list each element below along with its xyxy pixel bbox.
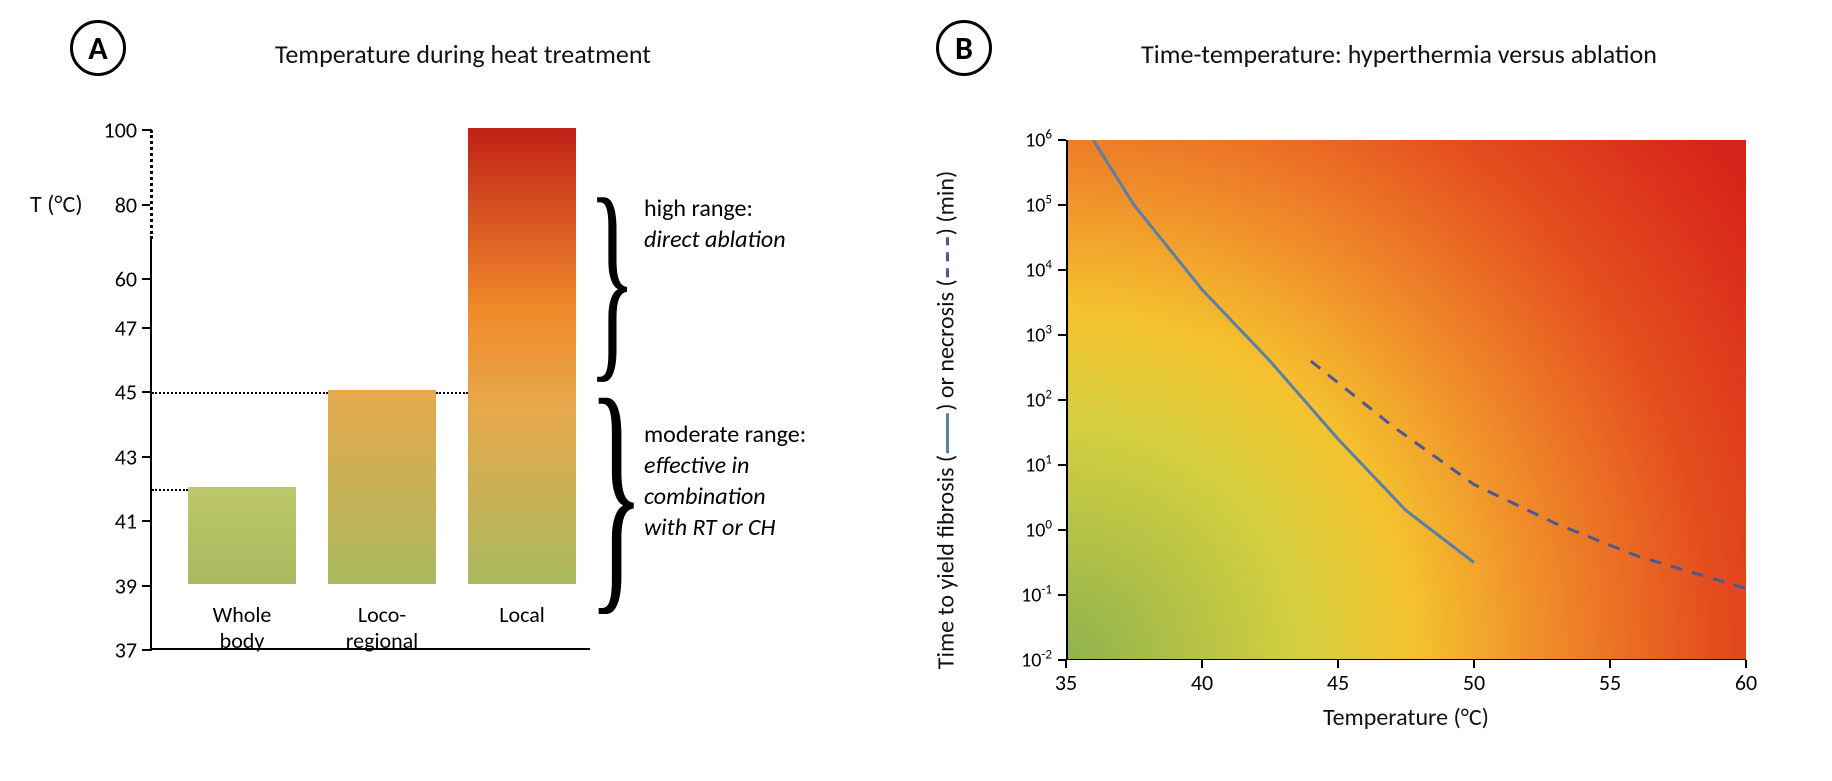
panel-a-chart: 3739414345476080100Whole bodyLoco- regio… xyxy=(150,130,590,650)
panel-b-body: Time to yield fibrosis () or necrosis ()… xyxy=(936,110,1802,730)
panel-a-ylabel: T (°C) xyxy=(30,190,83,219)
panel-a-ytick-label: 47 xyxy=(97,314,137,341)
panel-b-ytick xyxy=(1058,204,1066,206)
panel-a-title: Temperature during heat treatment xyxy=(30,38,896,70)
panel-b-xtick-label: 40 xyxy=(1191,669,1213,696)
panel-a-guideline xyxy=(436,392,468,394)
panel-b-xtick xyxy=(1745,660,1747,668)
panel-b-ytick-label: 100 xyxy=(996,518,1052,543)
panel-a-ytick-label: 60 xyxy=(97,266,137,293)
ylabelB-text: ) or necrosis ( xyxy=(932,279,961,410)
panel-a-bar-label: Whole body xyxy=(213,602,272,655)
panel-b-ytick-label: 102 xyxy=(996,388,1052,413)
panel-a-ytick xyxy=(142,649,152,651)
panel-a-ytick xyxy=(142,585,152,587)
annotation-high-sub: direct ablation xyxy=(644,224,786,255)
panel-a-guideline xyxy=(152,489,188,491)
panel-b-xtick-label: 35 xyxy=(1055,669,1077,696)
brace-moderate-icon: } xyxy=(588,361,644,622)
panel-b-ytick-label: 10-2 xyxy=(996,648,1052,673)
panel-a-guideline xyxy=(152,392,328,394)
panel-b-ytick xyxy=(1058,529,1066,531)
panel-a: A Temperature during heat treatment T (°… xyxy=(30,20,896,761)
panel-b-xtick xyxy=(1337,660,1339,668)
panel-b-chart: Temperature (°C) 10-210-1100101102103104… xyxy=(1066,140,1746,660)
panel-a-bar: Local xyxy=(468,128,576,584)
panel-b-ytick xyxy=(1058,399,1066,401)
panel-b-ytick xyxy=(1058,334,1066,336)
panel-a-ytick-label: 37 xyxy=(97,637,137,664)
panel-b-ytick-label: 105 xyxy=(996,193,1052,218)
panel-b-xtick xyxy=(1201,660,1203,668)
panel-a-ytick xyxy=(142,456,152,458)
panel-b-xtick xyxy=(1473,660,1475,668)
panel-a-ytick xyxy=(142,391,152,393)
panel-b-ytick-label: 101 xyxy=(996,453,1052,478)
panel-b-heatmap xyxy=(1066,140,1746,660)
panel-b-badge: B xyxy=(936,20,992,76)
panel-b-ylabel: Time to yield fibrosis ( ) or necrosis ()… xyxy=(932,171,961,669)
panel-b-ytick-label: 106 xyxy=(996,128,1052,153)
panel-b-xtick-label: 50 xyxy=(1463,669,1485,696)
panel-b-xtick-label: 60 xyxy=(1735,669,1757,696)
panel-b-xtick xyxy=(1609,660,1611,668)
panel-b-ytick xyxy=(1058,594,1066,596)
ylabelB-text: ) (min) xyxy=(932,171,961,236)
panel-b-xtick-label: 45 xyxy=(1327,669,1349,696)
panel-b-title: Time-temperature: hyperthermia versus ab… xyxy=(996,38,1802,70)
annotation-high-title: high range: xyxy=(644,193,786,224)
panel-b-ytick xyxy=(1058,269,1066,271)
panel-a-bar: Loco- regional xyxy=(328,390,436,583)
panel-a-ytick-label: 100 xyxy=(97,117,137,144)
panel-a-bar: Whole body xyxy=(188,487,296,584)
panel-b-ytick xyxy=(1058,139,1066,141)
annotation-moderate-sub: effective in combination with RT or CH xyxy=(644,450,806,544)
annotation-moderate-range: moderate range: effective in combination… xyxy=(644,419,806,544)
figure-container: A Temperature during heat treatment T (°… xyxy=(30,20,1802,761)
panel-b-plot-area xyxy=(1066,140,1746,660)
panel-b: B Time-temperature: hyperthermia versus … xyxy=(936,20,1802,761)
panel-b-xtick-label: 55 xyxy=(1599,669,1621,696)
legend-dash-icon xyxy=(942,235,954,279)
panel-b-ytick xyxy=(1058,464,1066,466)
panel-b-ytick-label: 10-1 xyxy=(996,583,1052,608)
panel-a-badge: A xyxy=(70,20,126,76)
panel-a-bar-label: Local xyxy=(499,602,545,628)
panel-b-xlabel: Temperature (°C) xyxy=(1323,703,1489,732)
panel-a-ytick-label: 41 xyxy=(97,508,137,535)
legend-solid-icon xyxy=(942,411,954,455)
panel-a-ytick-label: 43 xyxy=(97,443,137,470)
panel-a-body: T (°C) 3739414345476080100Whole bodyLoco… xyxy=(30,110,896,710)
panel-a-ytick-label: 39 xyxy=(97,572,137,599)
annotation-moderate-title: moderate range: xyxy=(644,419,806,450)
panel-a-bar-label: Loco- regional xyxy=(346,602,418,655)
panel-a-ytick-label: 80 xyxy=(97,191,137,218)
annotation-high-range: high range: direct ablation xyxy=(644,193,786,255)
panel-b-xtick xyxy=(1065,660,1067,668)
panel-b-ytick-label: 103 xyxy=(996,323,1052,348)
panel-a-ytick xyxy=(142,520,152,522)
panel-b-svg xyxy=(1066,140,1746,660)
panel-b-ytick-label: 104 xyxy=(996,258,1052,283)
panel-a-axis-break xyxy=(150,130,153,239)
panel-a-ytick xyxy=(142,327,152,329)
ylabelB-text: Time to yield fibrosis ( xyxy=(932,455,961,669)
panel-a-ytick-label: 45 xyxy=(97,379,137,406)
